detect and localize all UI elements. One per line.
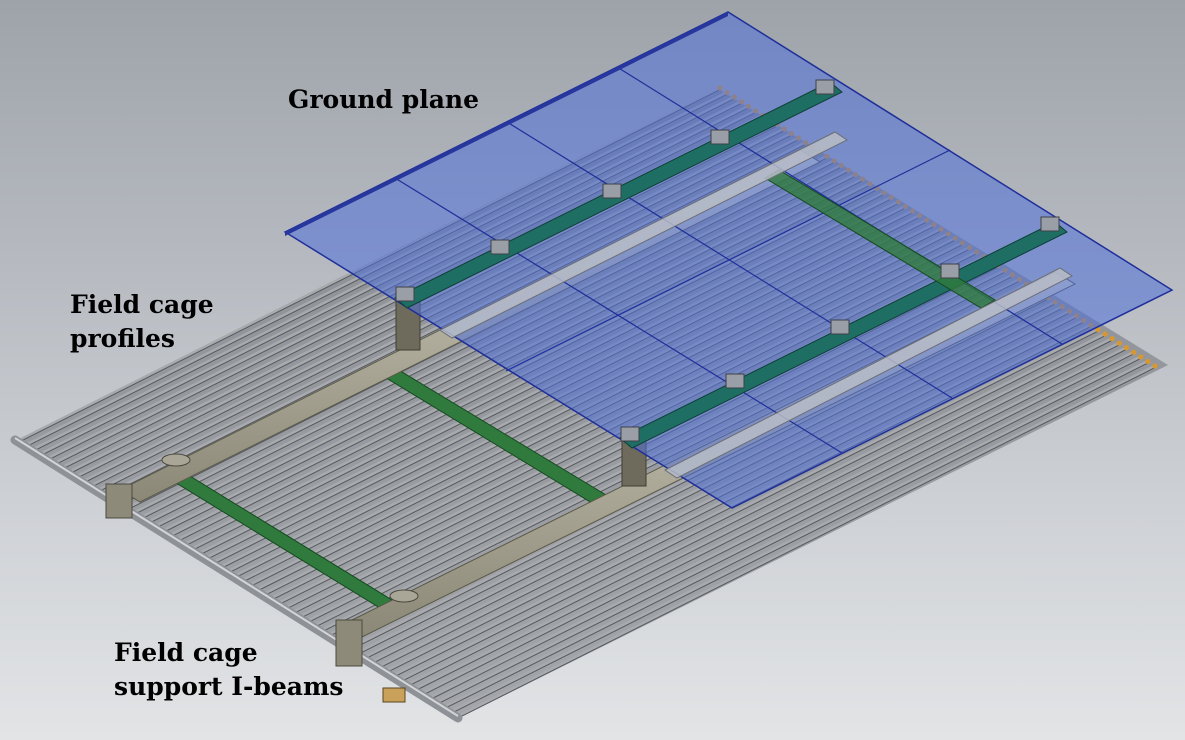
label-field-cage-ibeams-line1: Field cage — [114, 638, 258, 667]
field-cage-profile-shadow — [426, 348, 1127, 702]
rail-clamp — [830, 319, 850, 335]
label-field-cage-support-ibeams: Field cage support I-beams — [114, 636, 344, 704]
profile-end-cap — [1102, 331, 1108, 337]
rail-clamp — [395, 286, 415, 302]
rail-clamp — [490, 239, 510, 255]
silver-beam — [439, 131, 848, 339]
rail-clamp — [815, 79, 835, 95]
label-ground-plane-text: Ground plane — [288, 85, 479, 114]
field-cage-profile-shadow — [447, 362, 1149, 716]
field-cage-profile-shadow — [411, 339, 1113, 693]
ground-plane-edge — [285, 12, 728, 236]
field-cage-profile — [454, 364, 1156, 720]
label-field-cage-profiles-line2: profiles — [70, 324, 175, 353]
field-cage-profile — [440, 355, 1142, 711]
label-ground-plane: Ground plane — [288, 83, 479, 117]
field-cage-profile-shadow — [397, 330, 1099, 684]
rail-clamp — [725, 373, 745, 389]
field-cage-profile — [447, 360, 1149, 715]
field-cage-profile — [432, 350, 1135, 706]
field-cage-profile — [418, 341, 1121, 697]
rail-clamp — [620, 426, 640, 442]
field-cage-profile — [404, 332, 1106, 688]
profile-end-cap — [1152, 363, 1158, 369]
field-cage-profile — [397, 328, 1099, 683]
field-cage-profile-shadow — [404, 335, 1106, 689]
ibeam-foot — [105, 483, 133, 519]
edge-tube-highlight — [14, 437, 459, 717]
silver-beam — [664, 267, 1073, 479]
field-cage-profile-shadow — [419, 344, 1120, 698]
rail-clamp — [710, 129, 730, 145]
ibeam-foot — [335, 619, 363, 667]
profile-end-cap — [1145, 358, 1151, 365]
field-cage-profile — [411, 337, 1113, 693]
field-cage-profile-shadow — [440, 358, 1141, 711]
field-cage-profile-shadow — [433, 353, 1134, 707]
ground-plane — [283, 11, 1174, 509]
profile-end-cap — [1116, 340, 1122, 346]
profile-end-cap — [1109, 336, 1115, 342]
rail-clamp — [602, 183, 622, 199]
edge-tube — [10, 435, 463, 723]
profile-end-cap — [1131, 349, 1137, 355]
field-cage-profile-shadow — [454, 367, 1156, 721]
ibeam-clamp — [389, 589, 419, 603]
rail-clamp — [940, 263, 960, 279]
profile-end-cap — [1138, 354, 1144, 360]
label-field-cage-profiles: Field cage profiles — [70, 288, 214, 356]
profile-end-cap — [1095, 326, 1101, 333]
profile-end-cap — [1123, 345, 1130, 351]
rail-clamps — [395, 79, 1060, 442]
label-field-cage-ibeams-line2: support I-beams — [114, 672, 344, 701]
panel-seam — [505, 149, 951, 372]
small-bracket — [382, 687, 406, 703]
ibeam-clamp — [161, 453, 191, 467]
label-field-cage-profiles-line1: Field cage — [70, 290, 214, 319]
field-cage-profile — [425, 346, 1128, 702]
rail-clamp — [1040, 216, 1060, 232]
